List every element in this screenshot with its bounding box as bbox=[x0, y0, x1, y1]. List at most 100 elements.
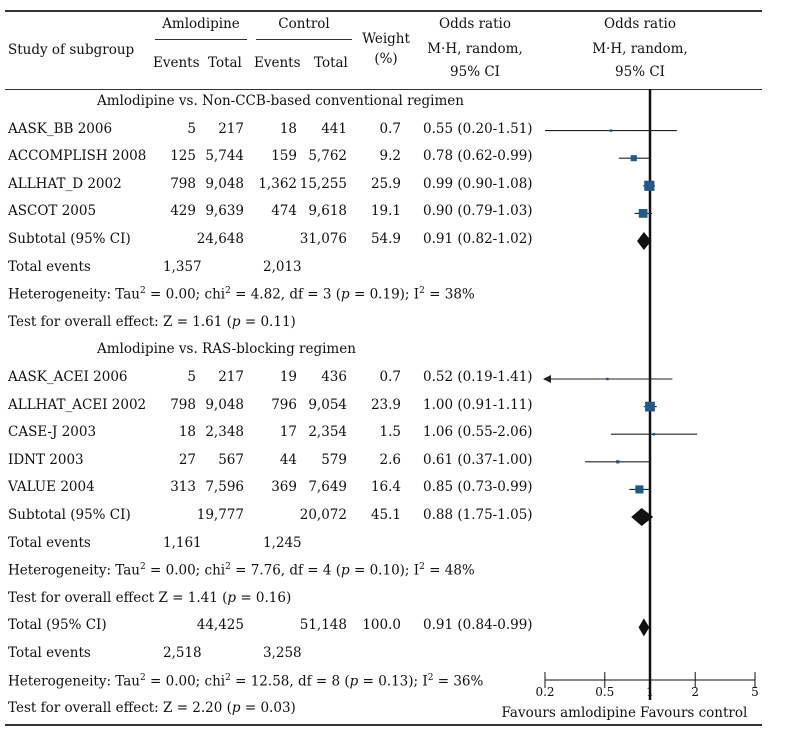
amlodipine-total: 24,648 bbox=[196, 231, 244, 247]
amlodipine-events: 2,518 bbox=[163, 645, 202, 661]
weight-value: 0.7 bbox=[379, 369, 401, 385]
amlodipine-total: 9,048 bbox=[205, 396, 244, 413]
amlodipine-total: 2,348 bbox=[205, 424, 244, 441]
or-header-1: Odds ratio bbox=[439, 16, 511, 32]
plot-header-1: Odds ratio bbox=[604, 16, 676, 32]
control-total: 579 bbox=[321, 451, 347, 468]
odds-ratio-ci: 0.99 (0.90-1.08) bbox=[423, 175, 533, 192]
study-name: ASCOT 2005 bbox=[8, 203, 97, 220]
pooled-diamond bbox=[631, 508, 654, 526]
study-name: VALUE 2004 bbox=[8, 479, 95, 496]
control-events: 44 bbox=[279, 451, 297, 468]
weight-value: 54.9 bbox=[370, 231, 401, 247]
study-name: ACCOMPLISH 2008 bbox=[8, 148, 147, 165]
amlodipine-events: 313 bbox=[170, 479, 196, 496]
amlodipine-header: Amlodipine bbox=[162, 16, 240, 32]
bottom-rule bbox=[5, 724, 762, 726]
favours-right-label: Favours control bbox=[640, 705, 748, 721]
odds-ratio-ci: 0.91 (0.82-1.02) bbox=[423, 231, 533, 247]
control-total: 441 bbox=[321, 120, 347, 137]
amlodipine-total: 19,777 bbox=[196, 507, 244, 523]
control-total: 436 bbox=[321, 369, 347, 385]
plot-header-2: M·H, random, bbox=[592, 41, 688, 57]
odds-ratio-ci: 0.85 (0.73-0.99) bbox=[423, 479, 533, 496]
header-bottom-rule bbox=[5, 89, 762, 90]
study-name: AASK_ACEI 2006 bbox=[8, 369, 128, 385]
amlodipine-total: 7,596 bbox=[205, 479, 244, 496]
amlodipine-total: 217 bbox=[218, 120, 244, 137]
odds-ratio-ci: 0.91 (0.84-0.99) bbox=[423, 617, 533, 634]
subtotal-label: Total (95% CI) bbox=[8, 617, 107, 634]
study-square bbox=[644, 180, 655, 191]
total-header-2: Total bbox=[314, 55, 348, 71]
weight-value: 25.9 bbox=[370, 175, 401, 192]
control-events: 796 bbox=[271, 396, 297, 413]
amlodipine-events: 125 bbox=[170, 148, 196, 165]
statistics-note: Test for overall effect: Z = 2.20 (p = 0… bbox=[8, 700, 296, 717]
study-square bbox=[616, 460, 620, 464]
odds-ratio-ci: 1.06 (0.55-2.06) bbox=[423, 424, 533, 441]
study-name: AASK_BB 2006 bbox=[8, 120, 113, 137]
amlodipine-events: 429 bbox=[170, 203, 196, 220]
study-square bbox=[609, 129, 613, 132]
control-events: 19 bbox=[279, 369, 297, 385]
study-name: IDNT 2003 bbox=[8, 451, 84, 468]
control-total: 7,649 bbox=[308, 479, 347, 496]
study-square bbox=[606, 377, 609, 381]
control-events: 3,258 bbox=[263, 645, 302, 661]
total-events-label: Total events bbox=[8, 534, 91, 551]
total-header-1: Total bbox=[208, 55, 242, 71]
control-header: Control bbox=[278, 16, 330, 32]
amlodipine-total: 9,639 bbox=[205, 203, 244, 220]
amlodipine-total: 567 bbox=[218, 451, 244, 468]
amlodipine-events: 1,357 bbox=[163, 258, 202, 275]
ci-arrow bbox=[543, 375, 551, 383]
amlodipine-events: 27 bbox=[178, 451, 196, 468]
statistics-note: Heterogeneity: Tau2 = 0.00; chi2 = 7.76,… bbox=[8, 562, 475, 579]
plot-header-3: 95% CI bbox=[615, 64, 665, 80]
x-tick-label: 0.5 bbox=[595, 685, 614, 699]
amlodipine-total: 217 bbox=[218, 369, 244, 385]
control-events: 159 bbox=[271, 148, 297, 165]
weight-unit-header: (%) bbox=[374, 51, 398, 67]
study-square bbox=[638, 209, 648, 218]
subtotal-label: Subtotal (95% CI) bbox=[8, 231, 131, 247]
control-total: 20,072 bbox=[299, 507, 347, 523]
weight-value: 0.7 bbox=[379, 120, 401, 137]
odds-ratio-ci: 1.00 (0.91-1.11) bbox=[423, 396, 533, 413]
control-total: 5,762 bbox=[308, 148, 347, 165]
study-square bbox=[645, 401, 655, 412]
x-tick-label: 2 bbox=[691, 685, 699, 699]
x-tick-label: 5 bbox=[751, 685, 759, 699]
weight-value: 100.0 bbox=[362, 617, 401, 634]
amlodipine-total: 5,744 bbox=[205, 148, 244, 165]
total-events-label: Total events bbox=[8, 258, 91, 275]
amlodipine-events: 5 bbox=[187, 120, 196, 137]
control-total: 9,054 bbox=[308, 396, 347, 413]
study-name: ALLHAT_ACEI 2002 bbox=[8, 396, 147, 413]
weight-value: 45.1 bbox=[370, 507, 401, 523]
weight-value: 16.4 bbox=[370, 479, 401, 496]
control-events: 2,013 bbox=[263, 258, 302, 275]
control-total: 9,618 bbox=[308, 203, 347, 220]
odds-ratio-ci: 0.90 (0.79-1.03) bbox=[423, 203, 533, 220]
section-label: Amlodipine vs. Non-CCB-based conventiona… bbox=[97, 93, 464, 109]
events-header-1: Events bbox=[153, 55, 200, 71]
control-total: 51,148 bbox=[299, 617, 347, 634]
control-total: 2,354 bbox=[308, 424, 347, 441]
control-events: 369 bbox=[271, 479, 297, 496]
amlodipine-events: 1,161 bbox=[163, 534, 202, 551]
odds-ratio-ci: 0.88 (1.75-1.05) bbox=[423, 507, 533, 523]
statistics-note: Test for overall effect Z = 1.41 (p = 0.… bbox=[8, 589, 292, 606]
control-underline bbox=[256, 39, 352, 40]
control-events: 17 bbox=[279, 424, 297, 441]
study-header: Study of subgroup bbox=[8, 42, 135, 58]
x-tick-label: 0.2 bbox=[535, 685, 554, 699]
amlodipine-total: 9,048 bbox=[205, 175, 244, 192]
odds-ratio-ci: 0.52 (0.19-1.41) bbox=[423, 369, 533, 385]
subtotal-label: Subtotal (95% CI) bbox=[8, 507, 131, 523]
amlodipine-underline bbox=[155, 39, 247, 40]
statistics-note: Heterogeneity: Tau2 = 0.00; chi2 = 4.82,… bbox=[8, 286, 475, 303]
total-events-label: Total events bbox=[8, 645, 91, 661]
